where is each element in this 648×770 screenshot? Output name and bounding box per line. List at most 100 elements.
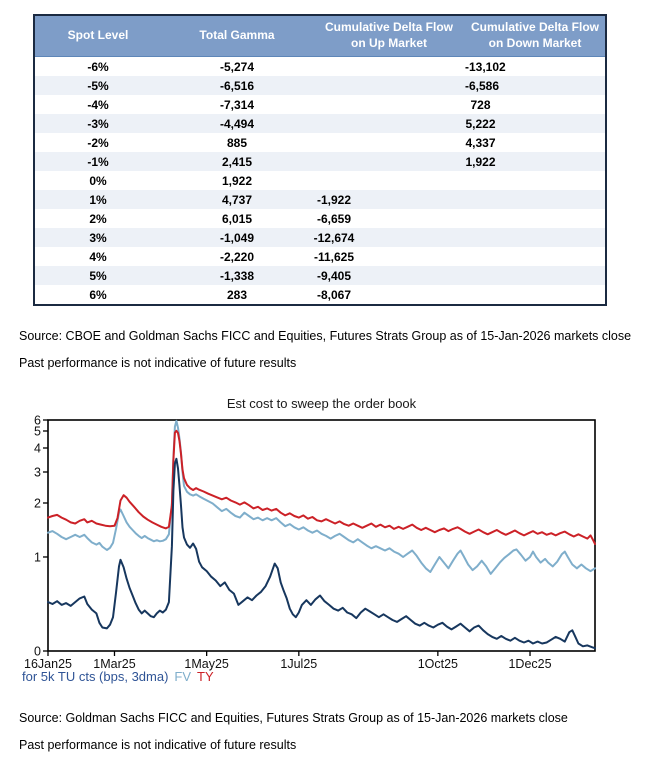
table-row: 3% -1,049 -12,674	[34, 228, 606, 247]
table-row: 1% 4,737 -1,922	[34, 190, 606, 209]
table-cell: -6,659	[316, 211, 352, 226]
table-cell	[465, 190, 606, 209]
table-cell: 283	[226, 287, 248, 302]
table-cell	[465, 247, 606, 266]
y-tick-label: 2	[34, 496, 41, 510]
table-cell: 885	[226, 135, 248, 150]
series-line-FV	[47, 419, 596, 575]
table-cell: -6,586	[465, 78, 500, 93]
x-tick-label: 1Mar25	[93, 657, 135, 671]
table-cell: -1%	[87, 154, 109, 169]
table-cell: -4,494	[219, 116, 255, 131]
chart-source-line: Source: Goldman Sachs FICC and Equities,…	[19, 711, 568, 725]
table-cell: 1,922	[465, 154, 496, 169]
sweep-cost-chart: 0 1 2 3 4 56 16Jan25 1Mar25 1May25 1Jul25 1Oct25 1D…	[24, 414, 596, 671]
table-cell: -1,338	[219, 268, 255, 283]
table-cell: 1%	[89, 192, 107, 207]
x-tick-label: 1Jul25	[280, 657, 317, 671]
table-cell	[465, 228, 606, 247]
table-cell: -6%	[87, 59, 109, 74]
table-cell: 2%	[89, 211, 107, 226]
table-cell: -4%	[87, 97, 109, 112]
table-cell: 2,415	[221, 154, 253, 169]
chart-legend: for 5k TU cts (bps, 3dma) FV TY	[22, 669, 220, 684]
table-cell	[313, 171, 465, 190]
table-cell	[465, 209, 606, 228]
legend-fv-label: FV	[174, 669, 192, 684]
table-cell: 4,337	[465, 135, 496, 150]
header-cell: Total Gamma	[161, 15, 313, 57]
y-tick-label: 3	[34, 465, 41, 479]
gamma-table-body: -6% -5,274 -13,102 -5% -6,516 -6,586 -4% -7,314…	[34, 57, 606, 306]
table-cell: -6,516	[219, 78, 255, 93]
table-cell: 728	[470, 97, 491, 112]
table-cell	[313, 95, 465, 114]
y-tick-label: 4	[34, 441, 41, 455]
table-cell: 1,922	[221, 173, 253, 188]
x-tick-label: 16Jan25	[24, 657, 72, 671]
legend-tu-label: for 5k TU cts (bps, 3dma)	[22, 669, 169, 684]
series-line-TY	[47, 429, 596, 545]
x-tick-label: 1May25	[184, 657, 229, 671]
table-cell: 0%	[89, 173, 107, 188]
header-cell: Cumulative Delta Flow on Down Market	[465, 15, 606, 57]
header-row: Spot Level Total Gamma Cumulative Delta Fl…	[34, 15, 606, 57]
table-cell: -1,049	[219, 230, 255, 245]
y-tick-label: 6	[34, 414, 41, 428]
table-cell: -3%	[87, 116, 109, 131]
table-cell: 4%	[89, 249, 107, 264]
table-cell	[313, 152, 465, 171]
table-cell: -2,220	[219, 249, 255, 264]
table-row: 4% -2,220 -11,625	[34, 247, 606, 266]
x-tick-label: 1Dec25	[508, 657, 551, 671]
table-cell: -1,922	[316, 192, 352, 207]
table-row: 0% 1,922	[34, 171, 606, 190]
table-cell: -7,314	[219, 97, 255, 112]
table-cell	[465, 285, 606, 305]
table-row: 2% 6,015 -6,659	[34, 209, 606, 228]
table-cell	[465, 266, 606, 285]
table-cell: -12,674	[313, 230, 355, 245]
table-cell: 5,222	[465, 116, 496, 131]
y-tick-label: 1	[34, 550, 41, 564]
header-cell: Spot Level	[34, 15, 161, 57]
table-cell: -5,274	[219, 59, 255, 74]
table-row: 5% -1,338 -9,405	[34, 266, 606, 285]
table-cell: 6%	[89, 287, 107, 302]
chart-title: Est cost to sweep the order book	[226, 396, 417, 411]
table-cell	[313, 76, 465, 95]
table-cell	[313, 57, 465, 77]
y-tick-label: 0	[34, 645, 41, 659]
table-cell: 4,737	[221, 192, 253, 207]
table-row: -4% -7,314 728	[34, 95, 606, 114]
table-cell: -5%	[87, 78, 109, 93]
table-row: 6% 283 -8,067	[34, 285, 606, 305]
table-row: -6% -5,274 -13,102	[34, 57, 606, 77]
table-cell	[313, 133, 465, 152]
series-line-TU	[47, 457, 596, 650]
table-cell: -9,405	[316, 268, 352, 283]
x-tick-label: 1Oct25	[418, 657, 458, 671]
table-cell	[465, 171, 606, 190]
table-cell: -13,102	[465, 59, 506, 74]
table-row: -5% -6,516 -6,586	[34, 76, 606, 95]
table-cell: -2%	[87, 135, 109, 150]
table-cell	[313, 114, 465, 133]
plot-frame	[47, 419, 596, 652]
table-row: -2% 885 4,337	[34, 133, 606, 152]
table-row: -1% 2,415 1,922	[34, 152, 606, 171]
table-cell: 5%	[89, 268, 107, 283]
y-tick-label: 5	[34, 424, 41, 438]
table-row: -3% -4,494 5,222	[34, 114, 606, 133]
chart-disclaimer-line: Past performance is not indicative of fu…	[19, 738, 297, 752]
legend-ty-label: TY	[197, 669, 214, 684]
table-disclaimer-line: Past performance is not indicative of fu…	[19, 356, 297, 370]
gamma-table-head: Spot Level Total Gamma Cumulative Delta Fl…	[34, 15, 606, 57]
table-cell: -11,625	[313, 249, 355, 264]
table-cell: 6,015	[221, 211, 253, 226]
header-cell: Cumulative Delta Flow on Up Market	[313, 15, 465, 57]
table-cell: -8,067	[316, 287, 352, 302]
table-source-line: Source: CBOE and Goldman Sachs FICC and …	[19, 329, 632, 343]
table-cell: 3%	[89, 230, 107, 245]
